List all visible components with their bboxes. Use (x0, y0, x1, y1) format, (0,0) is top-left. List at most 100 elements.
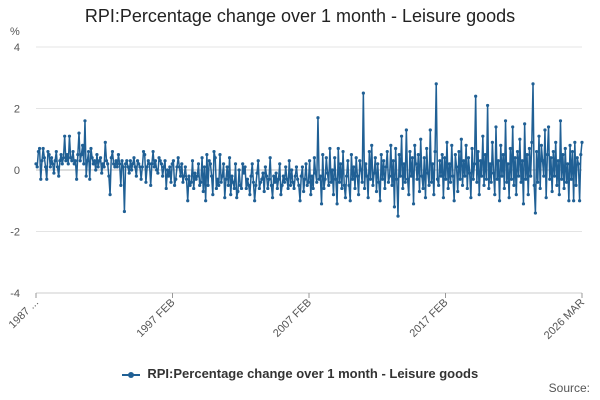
y-tick-label: -2 (10, 227, 20, 239)
data-point (342, 183, 346, 187)
data-point (250, 162, 254, 166)
data-point (489, 180, 493, 184)
data-point (143, 153, 147, 157)
data-point (132, 156, 136, 160)
data-point (156, 171, 160, 175)
data-point (135, 159, 140, 163)
data-point (149, 183, 153, 187)
data-point (255, 171, 259, 175)
data-point (414, 162, 418, 166)
data-point (420, 174, 424, 178)
data-point (198, 183, 202, 187)
data-point (231, 180, 235, 184)
data-point (353, 186, 357, 191)
data-point (398, 174, 402, 178)
data-point (340, 186, 344, 191)
data-point (147, 162, 152, 166)
data-point (188, 183, 192, 187)
data-point (145, 165, 149, 169)
data-point (319, 202, 324, 206)
data-point (110, 149, 115, 154)
data-point (270, 196, 275, 200)
data-point (106, 162, 110, 166)
data-point (364, 162, 368, 166)
data-point (356, 193, 361, 197)
data-point (554, 140, 558, 144)
data-point (373, 156, 377, 160)
data-point (89, 146, 93, 151)
data-point (141, 149, 146, 154)
data-point (488, 162, 492, 166)
data-point (214, 186, 219, 191)
data-point (223, 196, 227, 200)
data-point (394, 146, 398, 151)
data-point (126, 165, 130, 169)
data-point (205, 153, 209, 157)
data-point (76, 153, 80, 157)
data-point (329, 180, 333, 184)
data-point (291, 180, 295, 184)
data-point (337, 180, 342, 184)
data-point (139, 177, 143, 181)
data-point (330, 168, 334, 172)
data-point (121, 165, 125, 169)
x-tick-label: 2026 MAR (542, 297, 587, 342)
data-point (341, 149, 345, 154)
data-point (456, 189, 460, 194)
data-point (218, 153, 222, 157)
data-point (496, 159, 500, 163)
data-point (171, 159, 175, 163)
data-point (292, 186, 296, 191)
data-point (396, 214, 400, 218)
data-point (483, 153, 487, 157)
data-point (124, 162, 128, 166)
y-tick-label: 2 (14, 104, 20, 116)
data-point (437, 183, 441, 187)
data-point (417, 189, 422, 194)
data-point (86, 149, 91, 154)
data-point (299, 174, 303, 178)
data-point (34, 162, 38, 166)
data-point (260, 177, 264, 181)
data-point (54, 149, 58, 154)
data-point (574, 183, 578, 187)
data-point (140, 165, 144, 169)
data-point (212, 149, 216, 154)
data-point (275, 186, 279, 191)
data-point (440, 153, 444, 157)
data-point (65, 153, 69, 157)
data-point (109, 156, 113, 160)
data-point (278, 162, 282, 166)
y-axis-unit-label: % (10, 26, 20, 38)
data-point (415, 177, 419, 181)
data-point (127, 171, 131, 175)
data-point (155, 168, 159, 172)
data-point (92, 159, 97, 163)
data-point (517, 174, 521, 178)
data-point (120, 159, 124, 163)
data-point (84, 174, 88, 178)
data-point (526, 193, 530, 197)
data-point (208, 162, 213, 166)
legend[interactable]: RPI:Percentage change over 1 month - Lei… (0, 366, 600, 381)
data-point (244, 186, 248, 191)
data-point (49, 156, 54, 160)
data-point (118, 162, 122, 166)
data-point (227, 156, 232, 160)
data-point (112, 162, 116, 166)
data-point (466, 156, 471, 160)
data-point (170, 162, 174, 166)
data-point (421, 186, 425, 191)
data-point (499, 143, 503, 147)
data-point (429, 180, 434, 184)
data-point (525, 153, 529, 157)
data-point (518, 137, 522, 141)
data-point (316, 116, 320, 120)
data-point (195, 174, 199, 178)
data-point (230, 174, 234, 178)
data-point (580, 140, 584, 144)
data-point (187, 174, 191, 178)
data-point (165, 168, 170, 172)
data-point (453, 153, 457, 157)
data-point (459, 137, 463, 141)
